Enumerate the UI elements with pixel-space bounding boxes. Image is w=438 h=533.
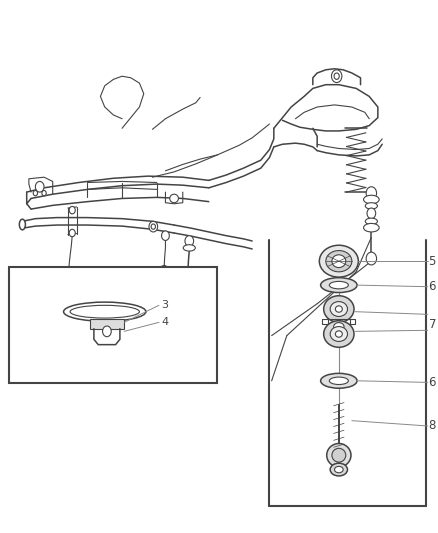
Circle shape <box>69 206 75 214</box>
Ellipse shape <box>324 296 354 322</box>
Ellipse shape <box>324 321 354 348</box>
Circle shape <box>366 252 377 265</box>
Ellipse shape <box>329 281 348 289</box>
Ellipse shape <box>321 278 357 293</box>
Circle shape <box>334 73 339 79</box>
Text: 8: 8 <box>428 419 436 432</box>
Ellipse shape <box>364 223 379 232</box>
Text: 3: 3 <box>161 300 168 310</box>
Ellipse shape <box>327 443 351 467</box>
Ellipse shape <box>319 245 358 277</box>
Circle shape <box>33 190 38 196</box>
Ellipse shape <box>183 245 195 251</box>
Bar <box>9 266 217 383</box>
Ellipse shape <box>336 306 343 312</box>
Ellipse shape <box>329 377 348 384</box>
Ellipse shape <box>332 255 346 268</box>
Circle shape <box>102 326 111 337</box>
Text: 2: 2 <box>186 319 193 332</box>
Ellipse shape <box>365 218 378 224</box>
Circle shape <box>162 231 170 240</box>
Ellipse shape <box>365 203 378 209</box>
Ellipse shape <box>170 194 178 203</box>
Text: 5: 5 <box>428 255 436 268</box>
Ellipse shape <box>330 302 347 317</box>
Ellipse shape <box>326 251 352 272</box>
Circle shape <box>367 208 376 219</box>
Text: 6: 6 <box>428 376 436 389</box>
Text: 7: 7 <box>428 319 436 332</box>
Ellipse shape <box>64 302 146 321</box>
Ellipse shape <box>19 219 25 230</box>
Ellipse shape <box>330 327 347 342</box>
Circle shape <box>42 190 46 196</box>
Text: 4: 4 <box>161 317 168 327</box>
Text: 1: 1 <box>155 289 162 302</box>
Text: 1: 1 <box>56 297 63 310</box>
Circle shape <box>332 70 342 83</box>
Ellipse shape <box>335 466 343 473</box>
Circle shape <box>190 303 202 318</box>
Ellipse shape <box>336 331 343 337</box>
Bar <box>89 319 124 329</box>
Ellipse shape <box>70 305 139 318</box>
Circle shape <box>193 306 199 314</box>
Circle shape <box>66 274 73 282</box>
Ellipse shape <box>364 195 379 204</box>
Circle shape <box>160 265 168 275</box>
Circle shape <box>366 187 377 199</box>
Circle shape <box>185 236 194 246</box>
Circle shape <box>35 181 44 192</box>
Ellipse shape <box>334 322 344 331</box>
Ellipse shape <box>332 448 346 462</box>
Text: 6: 6 <box>428 280 436 293</box>
Circle shape <box>151 224 155 229</box>
Ellipse shape <box>321 373 357 388</box>
Ellipse shape <box>330 463 347 476</box>
Circle shape <box>149 221 158 232</box>
Circle shape <box>69 229 75 237</box>
